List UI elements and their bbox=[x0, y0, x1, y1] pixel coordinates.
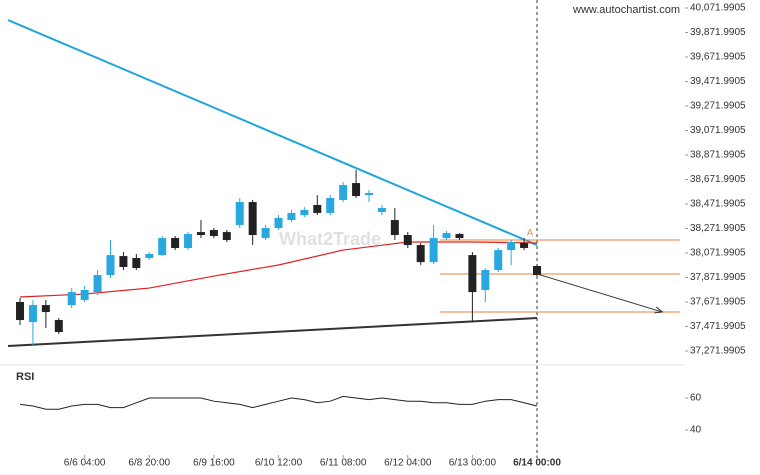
candle-body bbox=[119, 256, 128, 267]
y-tick-label: 38,871.9905 bbox=[690, 150, 746, 161]
candle-body bbox=[377, 208, 386, 212]
candle-body bbox=[16, 302, 25, 321]
y-tick-label: 37,871.9905 bbox=[690, 272, 746, 283]
x-tick-label: 6/8 20:00 bbox=[128, 458, 170, 469]
candle-body bbox=[196, 232, 205, 235]
candle-body bbox=[261, 228, 270, 239]
x-tick-label: 6/10 12:00 bbox=[255, 458, 303, 469]
candle-body bbox=[248, 202, 257, 235]
source: www.autochartist.com bbox=[572, 4, 680, 16]
x-tick-label: 6/11 08:00 bbox=[320, 458, 367, 469]
candle-body bbox=[106, 255, 115, 276]
support-line bbox=[7, 317, 538, 348]
x-tick-label: 6/6 04:00 bbox=[64, 458, 106, 469]
rsi-tick-label: 60 bbox=[690, 393, 702, 404]
candle-body bbox=[145, 253, 154, 259]
x-tick-label: 6/9 16:00 bbox=[193, 458, 235, 469]
candle-body bbox=[326, 198, 335, 213]
rsi-title: RSI bbox=[16, 371, 34, 383]
candle-body bbox=[28, 305, 37, 322]
y-tick-label: 37,271.9905 bbox=[690, 346, 746, 357]
candle-body bbox=[93, 275, 102, 293]
level-label: A bbox=[527, 227, 533, 237]
candle-body bbox=[494, 250, 503, 271]
y-tick-label: 37,471.9905 bbox=[690, 321, 746, 332]
candle-body bbox=[80, 290, 89, 301]
x-tick-label: 6/14 00:00 bbox=[513, 458, 561, 469]
candle-body bbox=[209, 229, 218, 236]
candle-body bbox=[171, 238, 180, 248]
candle-body bbox=[67, 292, 76, 306]
candle-body bbox=[158, 238, 167, 256]
candle-body bbox=[468, 255, 477, 293]
y-tick-label: 38,071.9905 bbox=[690, 248, 746, 259]
candle-body bbox=[403, 234, 412, 246]
moving-average bbox=[19, 241, 538, 298]
candle-body bbox=[390, 220, 399, 235]
candle-body bbox=[274, 217, 283, 229]
watermark: What2Trade bbox=[279, 229, 381, 249]
y-tick-label: 39,671.9905 bbox=[690, 52, 746, 63]
y-tick-label: 38,471.9905 bbox=[690, 199, 746, 210]
candle-body bbox=[533, 265, 542, 276]
y-tick-label: 40,071.9905 bbox=[690, 3, 746, 14]
y-tick-label: 39,871.9905 bbox=[690, 27, 746, 38]
candle-body bbox=[184, 234, 193, 248]
forecast-arrowhead bbox=[654, 306, 664, 314]
candle-body bbox=[442, 233, 451, 239]
x-tick-label: 6/12 04:00 bbox=[384, 458, 432, 469]
candle-body bbox=[429, 238, 438, 263]
candle-body bbox=[132, 258, 141, 269]
candle-body bbox=[481, 270, 490, 291]
candle-body bbox=[455, 234, 464, 239]
y-tick-label: 37,671.9905 bbox=[690, 297, 746, 308]
candle-body bbox=[507, 241, 516, 251]
candle-body bbox=[416, 245, 425, 263]
candle-body bbox=[300, 210, 309, 216]
candle-body bbox=[222, 232, 231, 241]
y-tick-label: 38,671.9905 bbox=[690, 174, 746, 185]
candle-body bbox=[313, 204, 322, 213]
y-tick-label: 38,271.9905 bbox=[690, 223, 746, 234]
y-tick-label: 39,271.9905 bbox=[690, 101, 746, 112]
candle-body bbox=[364, 192, 373, 196]
y-tick-label: 39,071.9905 bbox=[690, 125, 746, 136]
resistance-line bbox=[7, 19, 538, 246]
candle-body bbox=[352, 183, 361, 197]
candle-body bbox=[520, 242, 529, 248]
rsi-line bbox=[19, 395, 538, 410]
candle-body bbox=[235, 202, 244, 225]
rsi-tick-label: 40 bbox=[690, 425, 702, 436]
candle-body bbox=[339, 185, 348, 200]
x-tick-label: 6/13 00:00 bbox=[449, 458, 497, 469]
candle-body bbox=[54, 320, 63, 333]
candle-body bbox=[287, 212, 296, 221]
y-tick-label: 39,471.9905 bbox=[690, 76, 746, 87]
forecast-arrow bbox=[536, 273, 663, 313]
candle-body bbox=[41, 305, 50, 313]
